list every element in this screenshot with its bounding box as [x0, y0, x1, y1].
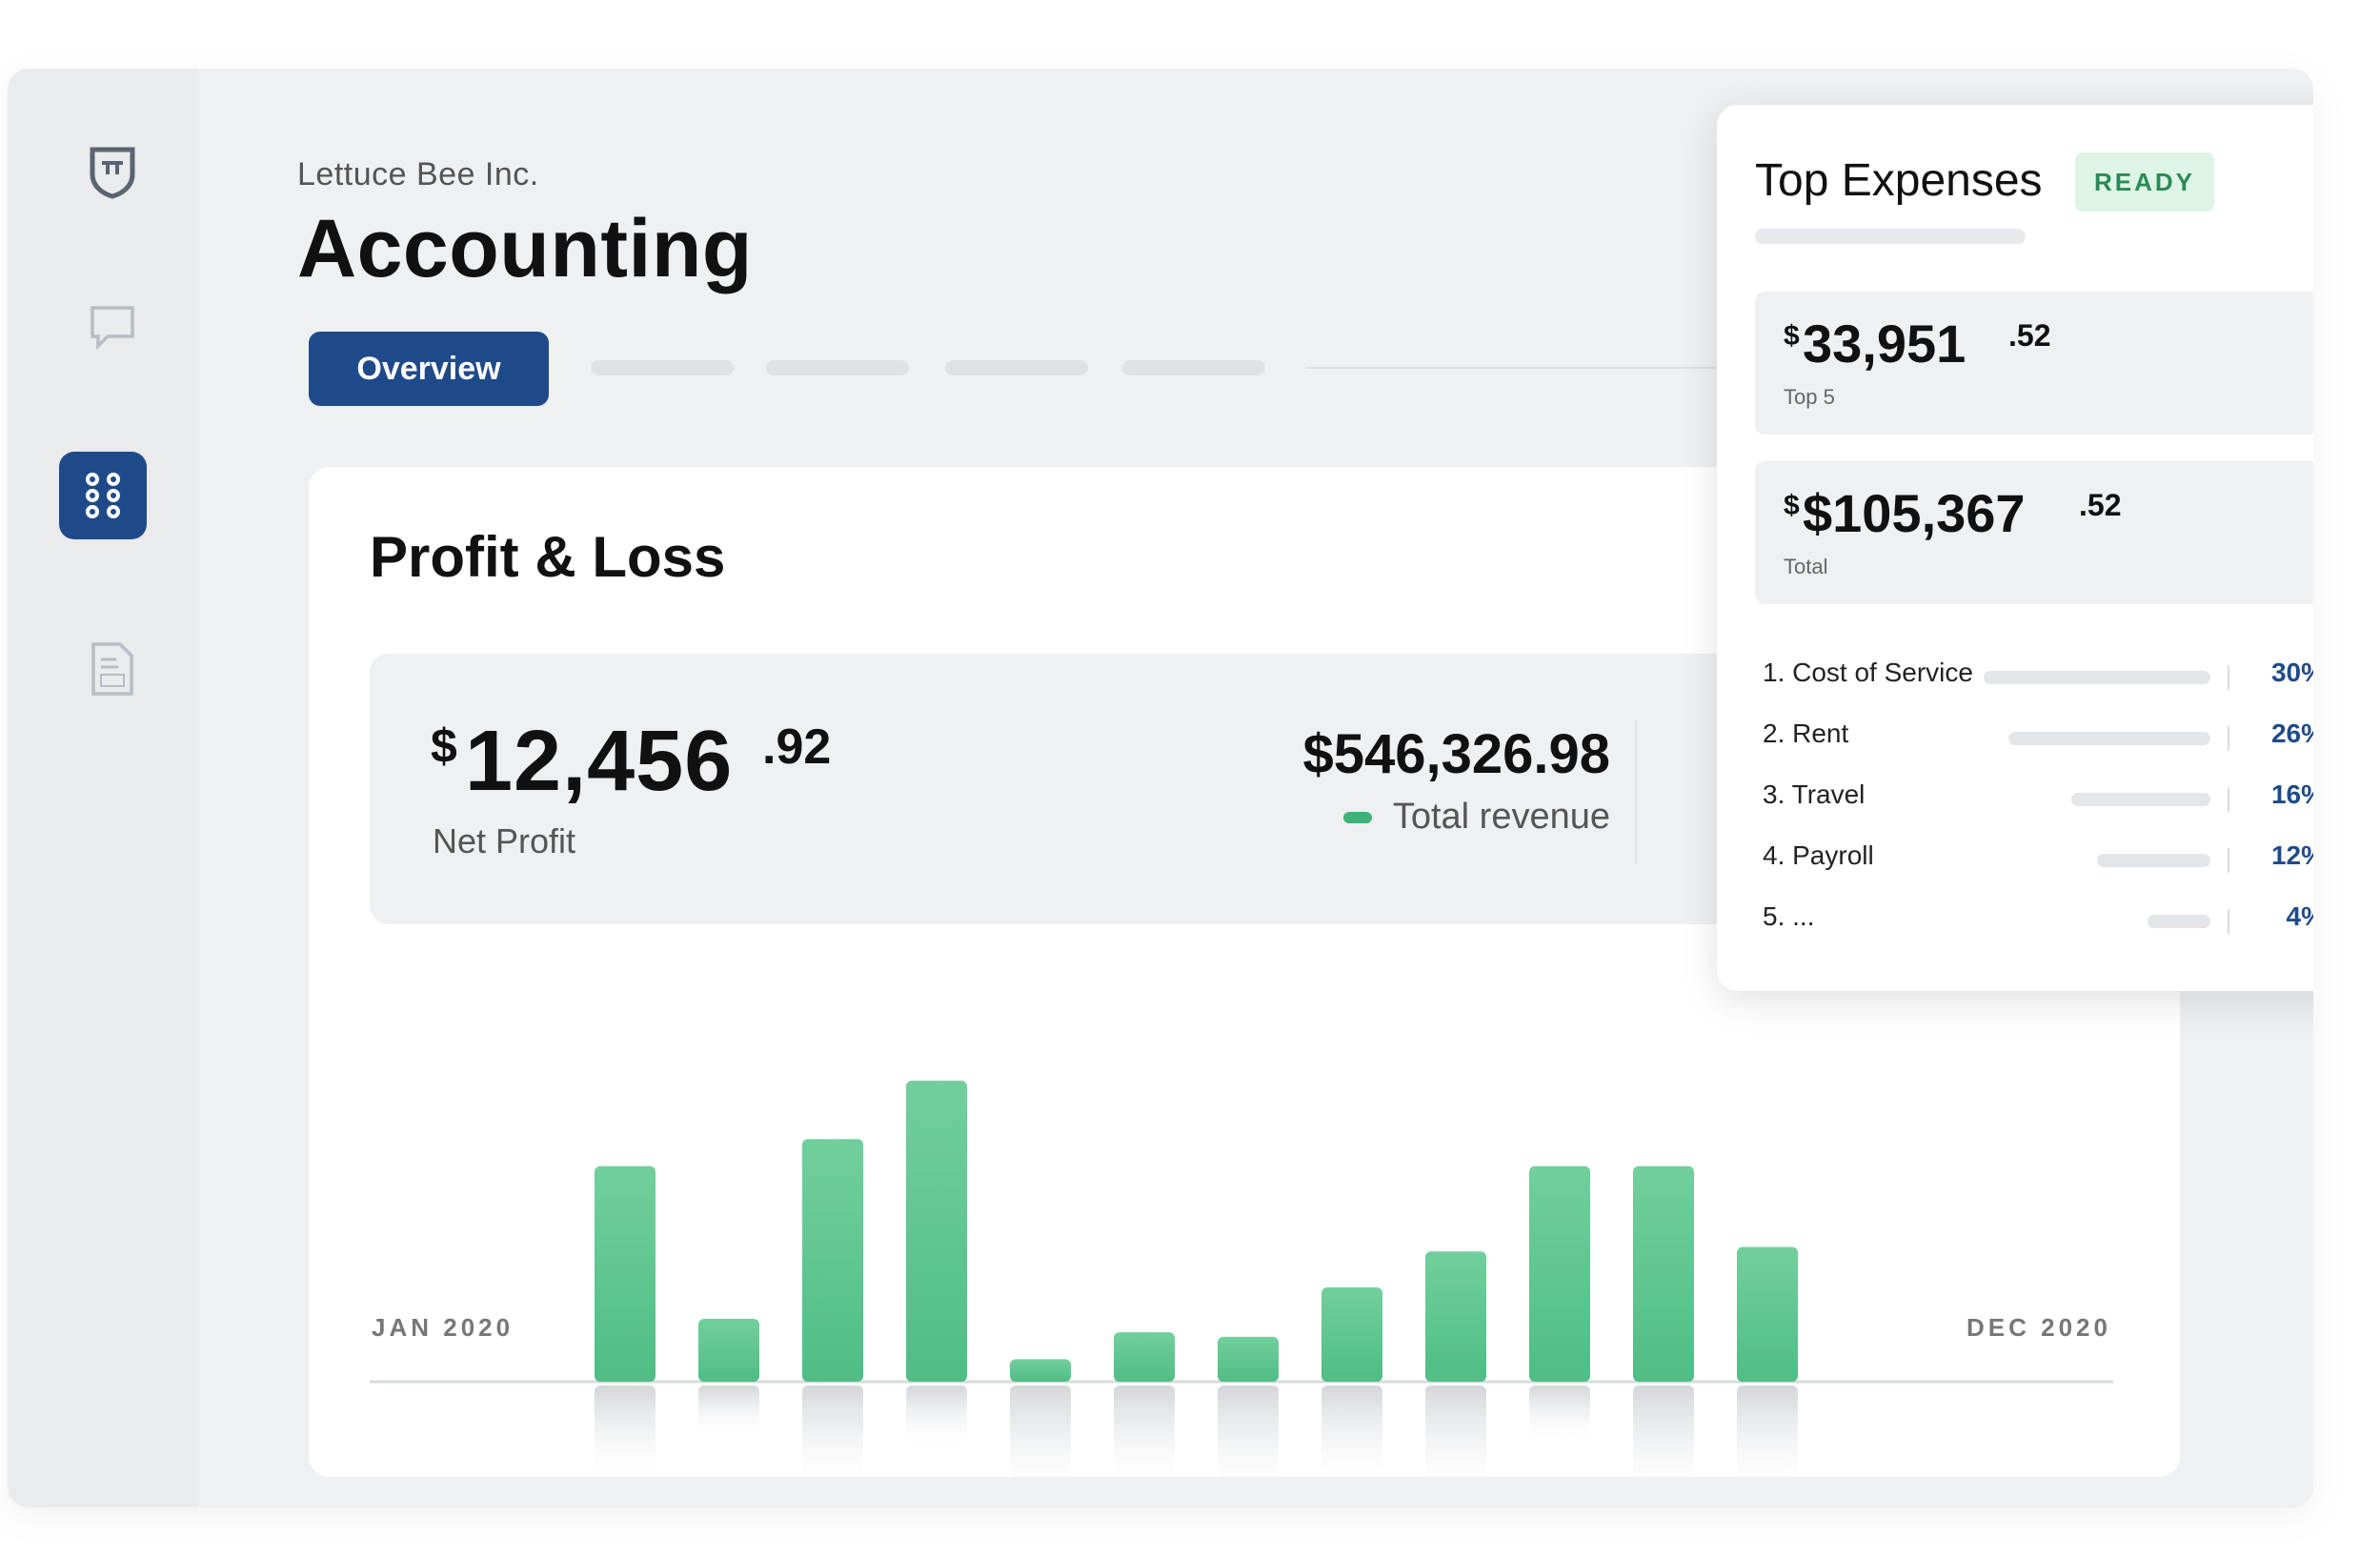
chart-bar [1529, 1165, 1590, 1382]
expense-item[interactable]: 2. Rent 26% [1763, 718, 2313, 757]
page-title: Accounting [297, 203, 753, 294]
card-title: Profit & Loss [370, 525, 726, 589]
tab-placeholder[interactable] [1122, 360, 1265, 375]
revenue-legend: Total revenue [1342, 797, 1610, 838]
chart-bar-reflection [906, 1386, 967, 1445]
separator [2228, 665, 2229, 690]
separator [2228, 787, 2229, 812]
chart-bar [906, 1081, 967, 1382]
chart-bar-reflection [1218, 1386, 1279, 1477]
summary-panel: $ 12,456 .92 Net Profit $546,326.98 Tota… [370, 654, 1894, 924]
chart-bar-reflection [1114, 1386, 1175, 1477]
chart-bar-reflection [1529, 1386, 1590, 1440]
app-window: Lettuce Bee Inc. Accounting Overview Pro… [8, 69, 2313, 1507]
revenue-bar-chart [370, 1081, 2113, 1477]
chart-bar-reflection [1425, 1386, 1486, 1477]
chart-bar [595, 1165, 656, 1382]
expense-item[interactable]: 1. Cost of Service 30% [1763, 658, 2313, 696]
top5-value: 33,951 [1803, 314, 1967, 374]
net-profit-value: 12,456 [465, 714, 734, 809]
expense-item[interactable]: 5. ... 4% [1763, 901, 2313, 940]
chart-bar [1633, 1165, 1694, 1382]
expense-item[interactable]: 4. Payroll 12% [1763, 840, 2313, 879]
expense-percent: 26% [2270, 718, 2313, 748]
expense-percent: 4% [2286, 901, 2313, 931]
legend-swatch [1342, 811, 1372, 823]
net-profit-currency: $ [431, 719, 457, 773]
separator [2228, 909, 2229, 934]
x-axis-end-label: DEC 2020 [1967, 1313, 2111, 1342]
net-profit-decimal: .92 [762, 719, 832, 775]
apps-icon[interactable] [59, 452, 147, 539]
company-name: Lettuce Bee Inc. [297, 156, 539, 192]
top5-decimal: .52 [2008, 318, 2051, 353]
chart-bar-reflection [1737, 1386, 1798, 1477]
chart-bar [1010, 1359, 1071, 1382]
total-revenue-value: $546,326.98 [1302, 723, 1610, 785]
chart-bar [1737, 1246, 1798, 1382]
total-label: Total [1784, 555, 1828, 578]
x-axis-start-label: JAN 2020 [372, 1313, 514, 1342]
expense-percent: 30% [2270, 658, 2313, 687]
tab-placeholder[interactable] [591, 360, 734, 375]
chart-bar [1218, 1336, 1279, 1382]
expense-name: 5. ... [1763, 901, 1815, 931]
tax-document-icon[interactable] [60, 621, 165, 717]
chart-bar-reflection [698, 1386, 759, 1435]
status-badge: READY [2075, 152, 2214, 212]
chart-bar [698, 1319, 759, 1382]
top5-currency: $ [1784, 320, 1800, 352]
total-stat: $ $105,367 .52 Total [1755, 461, 2313, 604]
chart-bar-reflection [1321, 1386, 1382, 1477]
top5-stat: $ 33,951 .52 Top 5 [1755, 292, 2313, 435]
net-profit-label: Net Profit [433, 821, 576, 860]
chart-bar [1321, 1287, 1382, 1382]
expense-percent: 12% [2270, 840, 2313, 870]
total-decimal: .52 [2079, 488, 2122, 522]
chart-bar-reflection [802, 1386, 863, 1477]
expenses-title: Top Expenses [1755, 155, 2043, 206]
expense-name: 1. Cost of Service [1763, 658, 1973, 687]
expense-name: 4. Payroll [1763, 840, 1874, 870]
expense-percent: 16% [2270, 779, 2313, 809]
sidebar [8, 69, 198, 1507]
tab-placeholder[interactable] [766, 360, 909, 375]
chart-bar-reflection [1633, 1386, 1694, 1477]
summary-divider [1635, 720, 1637, 863]
tab-overview[interactable]: Overview [309, 332, 549, 406]
expense-bar [2097, 854, 2210, 867]
chat-icon[interactable] [60, 280, 165, 375]
chart-bar-reflection [1010, 1386, 1071, 1477]
tab-divider [1305, 367, 1724, 369]
separator [2228, 726, 2229, 751]
chart-bar [1425, 1251, 1486, 1382]
expense-bar [1984, 671, 2210, 684]
tab-placeholder[interactable] [945, 360, 1088, 375]
top5-label: Top 5 [1784, 385, 1835, 409]
total-currency: $ [1784, 490, 1800, 521]
expense-name: 3. Travel [1763, 779, 1866, 809]
chart-bar [1114, 1332, 1175, 1382]
expense-bar [2008, 732, 2210, 745]
expense-item[interactable]: 3. Travel 16% [1763, 779, 2313, 818]
chart-bar-reflection [595, 1386, 656, 1476]
expense-name: 2. Rent [1763, 718, 1849, 748]
revenue-label: Total revenue [1392, 797, 1610, 837]
top-expenses-panel: Top Expenses READY $ 33,951 .52 Top 5 $ … [1717, 105, 2313, 991]
shield-icon[interactable] [60, 124, 165, 219]
chart-bar [802, 1139, 863, 1382]
subtitle-placeholder [1755, 229, 2026, 244]
expense-bar [2071, 793, 2210, 806]
separator [2228, 848, 2229, 873]
expense-bar [2148, 915, 2210, 928]
total-value: $105,367 [1803, 483, 2026, 543]
